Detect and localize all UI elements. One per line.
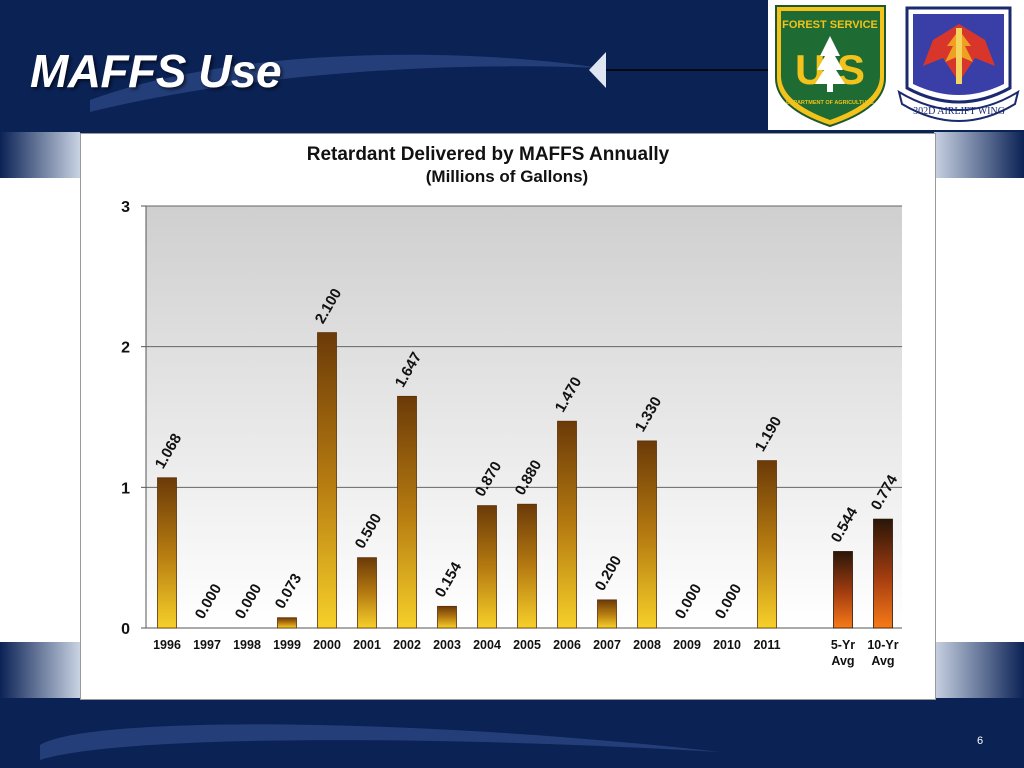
x-tick-label: 2006: [553, 638, 581, 652]
bar-2000: [317, 332, 337, 629]
forest-service-logo: FOREST SERVICE U S DEPARTMENT OF AGRICUL…: [768, 0, 893, 130]
x-tick-label: 1998: [233, 638, 261, 652]
bars: [157, 332, 893, 629]
retardant-bar-chart: Retardant Delivered by MAFFS Annually (M…: [121, 144, 902, 668]
bar-2008: [637, 440, 657, 629]
bar-2007: [597, 599, 617, 629]
airlift-wing-text: 302D AIRLIFT WING: [913, 106, 1005, 117]
chart-panel: Retardant Delivered by MAFFS Annually (M…: [80, 133, 936, 700]
bar-1999: [277, 617, 297, 629]
y-tick-label: 3: [121, 199, 130, 216]
x-tick-label: 2000: [313, 638, 341, 652]
bar-2004: [477, 505, 497, 629]
x-tick-label: 1996: [153, 638, 181, 652]
bar-2005: [517, 503, 537, 629]
x-tick-label: 2009: [673, 638, 701, 652]
x-tick-label: 1999: [273, 638, 301, 652]
page-number: 6: [976, 735, 984, 747]
x-tick-label: 2004: [473, 638, 501, 652]
airlift-wing-logo: 302D AIRLIFT WING: [893, 0, 1024, 130]
y-tick-labels: 0 1 2 3: [121, 199, 130, 638]
x-tick-label: 2008: [633, 638, 661, 652]
x-tick-label: 2003: [433, 638, 461, 652]
x-tick-labels: 1996 1997 1998 1999 2000 2001 2002 2003 2004 2005…: [153, 638, 899, 668]
x-tick-label: 2011: [753, 638, 780, 652]
bar-10-yr-avg: [873, 518, 893, 629]
bar-2011: [757, 460, 777, 629]
x-tick-label: 2010: [713, 638, 741, 652]
x-tick-label: 2005: [513, 638, 541, 652]
chart-title: Retardant Delivered by MAFFS Annually: [307, 144, 670, 165]
chart-subtitle: (Millions of Gallons): [426, 167, 588, 186]
y-tick-label: 1: [121, 480, 130, 497]
slide-title: MAFFS Use: [30, 45, 282, 97]
bar-2001: [357, 557, 377, 629]
y-tick-label: 2: [121, 340, 130, 357]
y-tick-label: 0: [121, 621, 130, 638]
bar-2002: [397, 395, 417, 629]
bar-2006: [557, 420, 577, 629]
x-tick-label: 2007: [593, 638, 621, 652]
bar-2003: [437, 605, 457, 629]
forest-service-bottom-text: DEPARTMENT OF AGRICULTURE: [786, 100, 874, 106]
x-tick-label: 10-Yr Avg: [867, 638, 898, 668]
x-tick-label: 1997: [193, 638, 221, 652]
forest-service-top-text: FOREST SERVICE: [782, 19, 878, 31]
bar-1996: [157, 477, 177, 629]
x-tick-label: 2001: [353, 638, 381, 652]
x-tick-label: 2002: [393, 638, 421, 652]
x-tick-label: 5-Yr Avg: [831, 638, 855, 668]
bar-5-yr-avg: [833, 551, 853, 629]
